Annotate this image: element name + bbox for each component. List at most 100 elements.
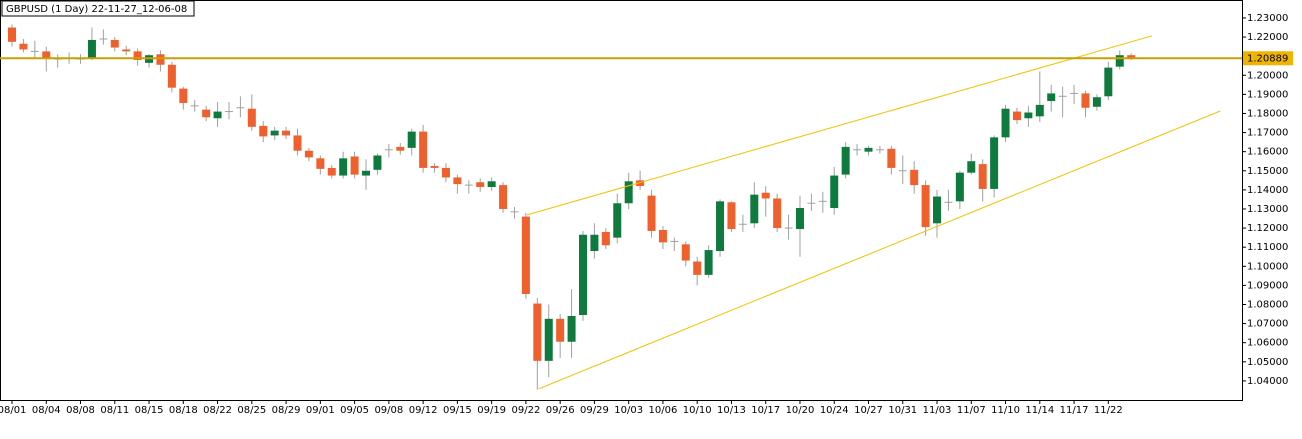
x-tick-label: 10/31 [888,405,917,416]
candle-body [1115,55,1124,67]
candle-body [1081,93,1090,108]
candle-body [579,234,587,315]
candle-body [339,158,348,176]
candle-body [373,155,382,170]
y-tick-label: 1.13000 [1247,204,1288,215]
candle-body [42,51,51,60]
candle-body [521,216,530,294]
candle-body [133,51,142,60]
x-tick-label: 08/15 [135,405,164,416]
candle-body [613,203,622,238]
candle-body [202,109,211,118]
candle-body [1092,97,1101,107]
x-tick-label: 09/08 [374,405,403,416]
candle-body [967,161,976,173]
x-tick-label: 10/03 [614,405,643,416]
candle-body [955,172,964,202]
candle-body [453,177,462,185]
y-tick-label: 1.08000 [1247,299,1288,310]
candle-body [8,27,16,42]
candle-body [716,201,725,252]
candle-body [704,250,713,275]
candle-body [750,194,759,224]
candle-body [601,231,610,246]
candle-body [270,130,279,136]
x-tick-label: 10/17 [751,405,780,416]
candle-body [761,192,770,199]
x-tick-label: 10/13 [717,405,746,416]
candle-body [773,198,782,229]
x-tick-label: 10/20 [786,405,815,416]
y-tick-label: 1.06000 [1247,338,1288,349]
y-tick-label: 1.15000 [1247,166,1288,177]
x-tick-label: 11/14 [1025,405,1054,416]
x-tick-label: 09/22 [511,405,540,416]
chart-title: GBPUSD (1 Day) 22-11-27_12-06-08 [6,4,187,15]
x-tick-label: 09/26 [546,405,575,416]
candle-body [430,165,439,168]
y-tick-label: 1.12000 [1247,223,1288,234]
candle-body [624,181,633,204]
y-tick-label: 1.07000 [1247,319,1288,330]
candle-body [544,318,553,361]
x-tick-label: 08/29 [272,405,301,416]
candle-body [841,146,850,175]
candle-body [1035,104,1044,117]
y-tick-label: 1.11000 [1247,242,1288,253]
x-tick-label: 09/29 [580,405,609,416]
candle-body [590,234,599,252]
candle-body [910,169,919,186]
candle-body [681,244,690,261]
y-tick-label: 1.10000 [1247,261,1288,272]
x-tick-label: 11/07 [957,405,986,416]
x-tick-label: 10/27 [854,405,883,416]
candle-body [259,125,268,137]
candle-body [1012,111,1021,121]
candle-body [499,185,508,209]
candle-body [396,146,405,151]
x-tick-label: 08/11 [100,405,129,416]
x-tick-label: 09/01 [306,405,335,416]
candle-body [693,261,702,275]
trend-line [538,110,1221,390]
candle-body [293,135,302,151]
candle-body [933,196,942,224]
title-box [1,0,195,17]
x-tick-label: 08/18 [169,405,198,416]
candle-body [87,39,96,60]
candle-body [990,137,999,189]
candle-body [156,54,165,65]
candle-body [179,88,188,103]
candle-body [978,164,987,189]
x-tick-label: 09/05 [340,405,369,416]
x-tick-label: 10/06 [649,405,678,416]
candle-body [795,208,804,230]
y-tick-label: 1.05000 [1247,357,1288,368]
x-tick-label: 10/10 [683,405,712,416]
price-label-box [1243,51,1293,66]
price-label: 1.20889 [1247,53,1288,64]
candle-body [122,49,131,52]
x-tick-label: 08/22 [203,405,232,416]
candle-body [727,202,736,230]
x-tick-label: 11/22 [1094,405,1123,416]
candle-body [636,180,645,187]
candle-body [304,150,313,158]
trend-line [526,35,1152,216]
candle-body [441,167,450,178]
y-tick-label: 1.14000 [1247,185,1288,196]
candle-body [658,229,667,243]
x-tick-label: 11/03 [923,405,952,416]
candle-body [19,43,28,50]
y-tick-label: 1.16000 [1247,147,1288,158]
x-tick-label: 08/04 [32,405,61,416]
y-tick-label: 1.22000 [1247,32,1288,43]
candle-body [282,130,291,136]
candle-body [556,318,565,342]
x-tick-label: 09/12 [409,405,438,416]
y-tick-label: 1.04000 [1247,376,1288,387]
y-tick-label: 1.19000 [1247,89,1288,100]
x-tick-label: 08/01 [0,405,26,416]
x-tick-label: 11/10 [991,405,1020,416]
candle-body [1024,112,1033,119]
